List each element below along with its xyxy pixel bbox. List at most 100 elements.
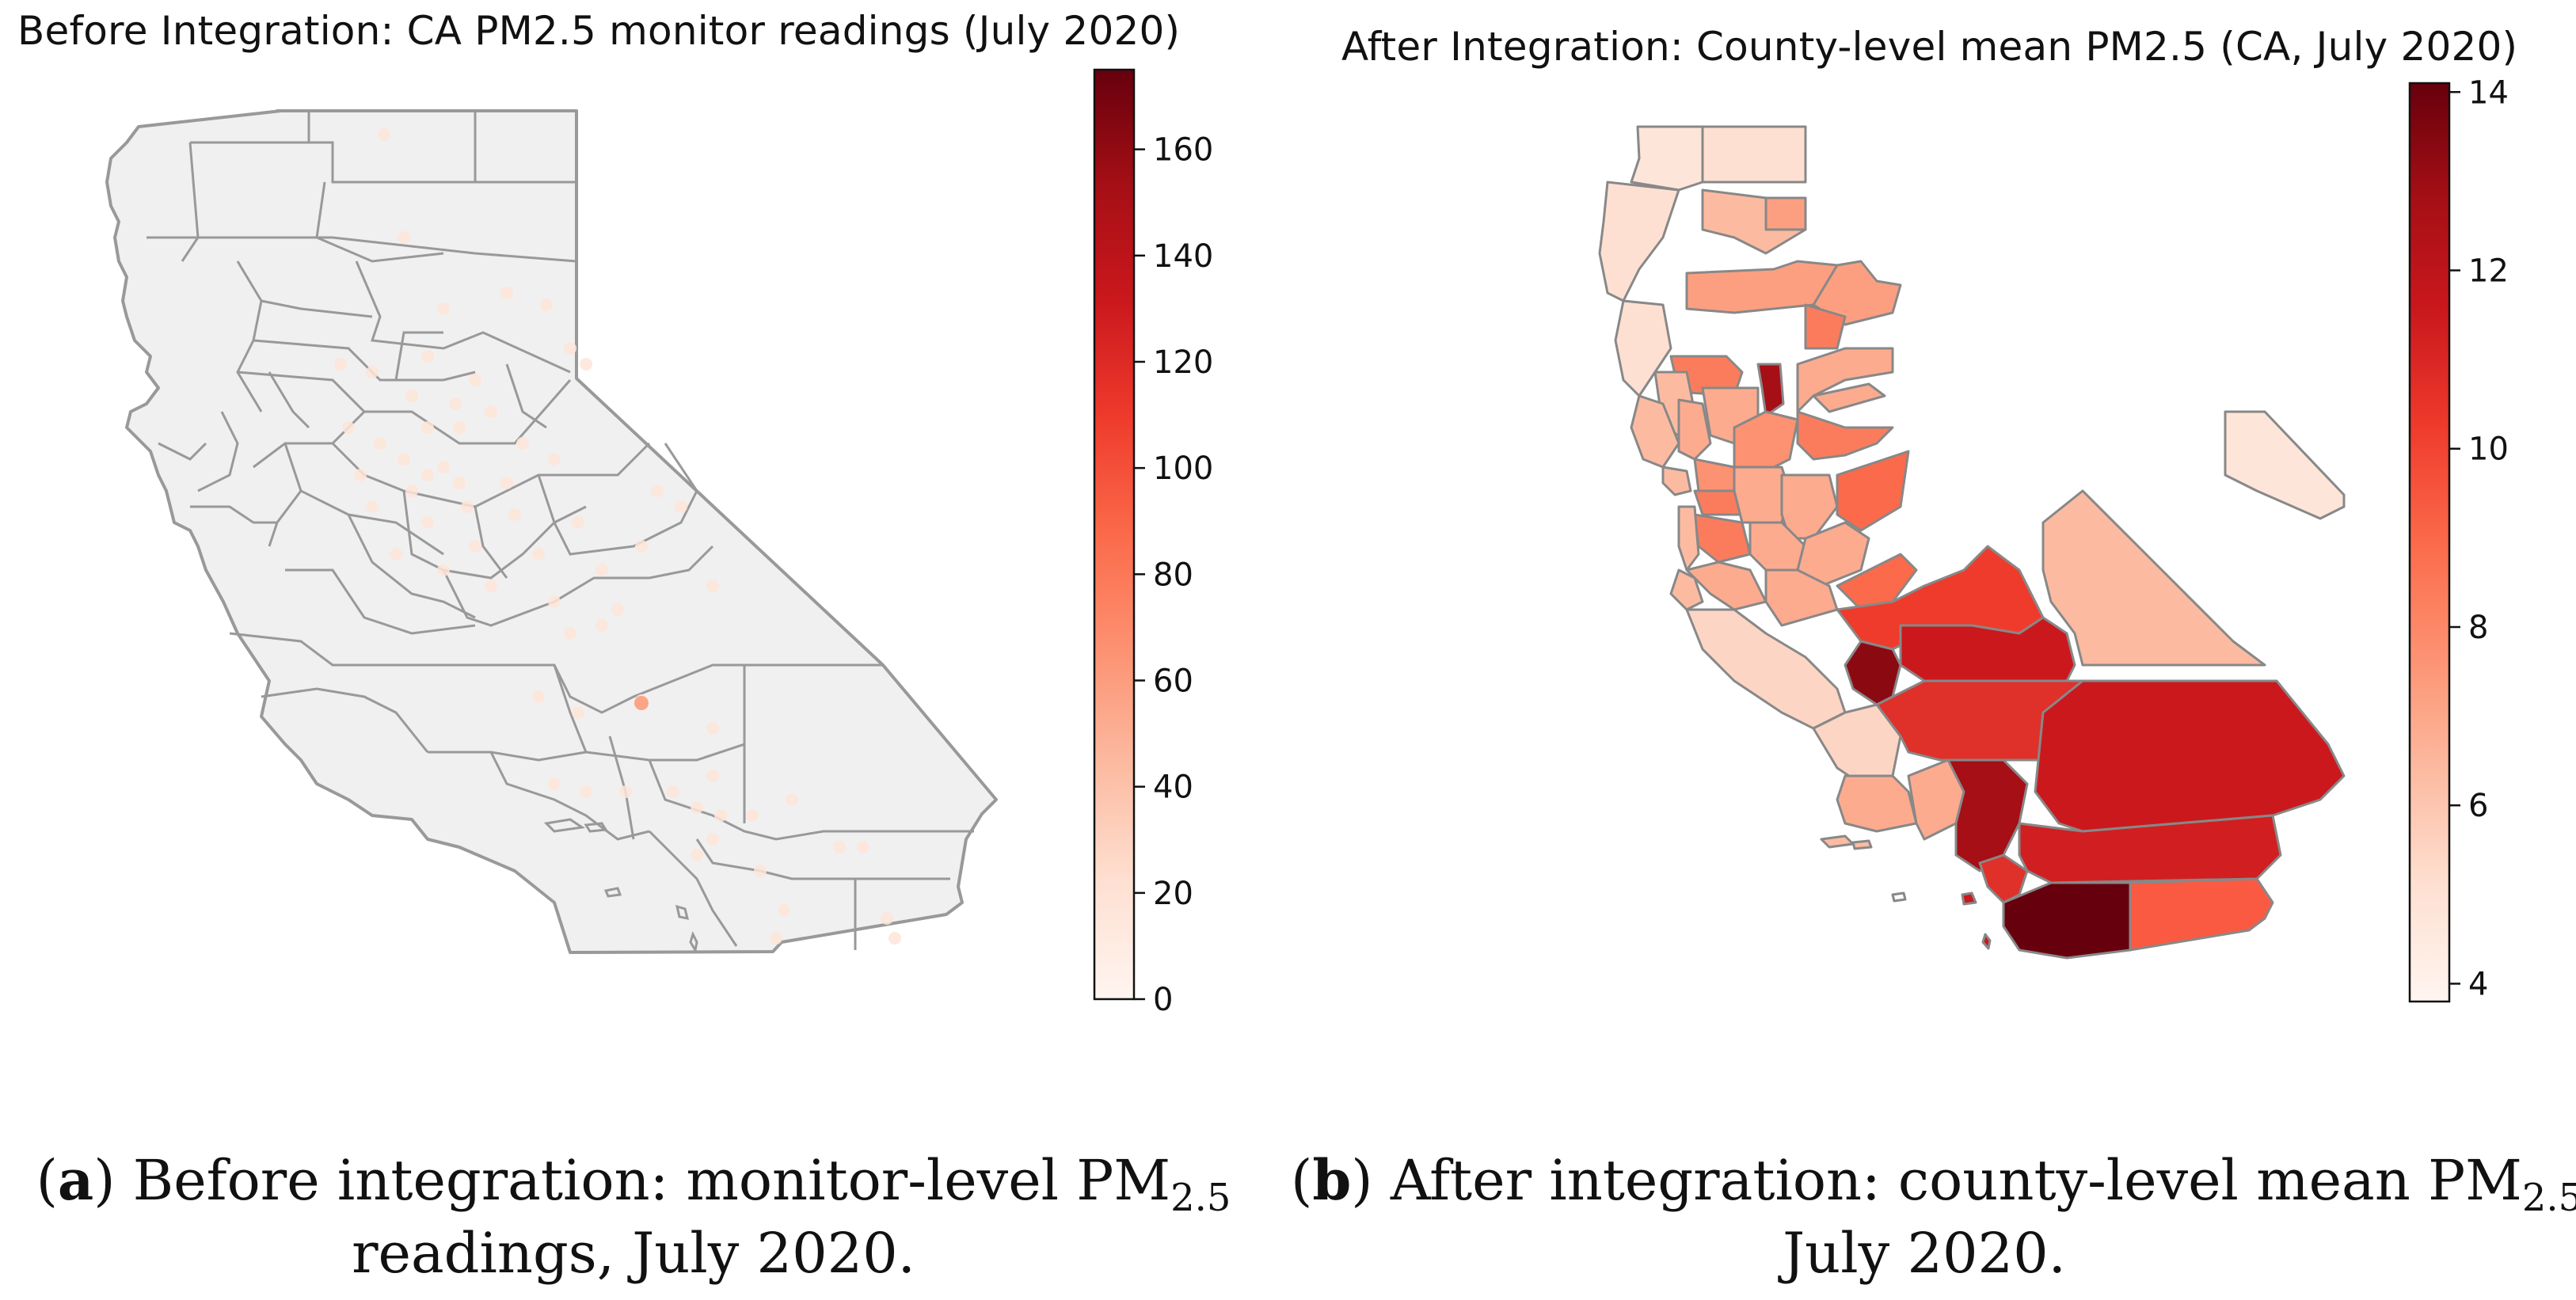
colorbar-tick-label: 8 [2468, 610, 2488, 646]
monitor-point [421, 516, 434, 529]
county-butte [1804, 303, 1847, 350]
caption-a: (a) Before integration: monitor-level PM… [36, 1147, 1231, 1286]
monitor-point [691, 849, 703, 861]
monitor-point [833, 841, 846, 853]
monitor-point [754, 865, 767, 877]
county-sierra [1812, 382, 1886, 413]
colorbar-tick-label: 12 [2468, 253, 2509, 290]
monitor-point [469, 374, 481, 386]
monitor-point [595, 619, 608, 632]
county-tulare [1899, 616, 2076, 682]
colorbar-tick-label: 80 [1153, 557, 1193, 593]
county-choropleth: 4 6 8 10 12 14 [1598, 74, 2509, 1003]
county-polygons [1598, 125, 2346, 960]
county-mendocino [1614, 299, 1672, 397]
monitor-point [706, 833, 719, 846]
monitor-point [453, 477, 466, 489]
island-sb2 [1851, 839, 1873, 850]
monitor-point [437, 461, 450, 473]
colorbar-tick-label: 40 [1153, 770, 1193, 806]
county-santa-barbara [1836, 774, 1918, 833]
monitor-points [334, 128, 901, 945]
monitor-point [675, 500, 687, 513]
monitor-point [421, 469, 434, 481]
county-san-mateo [1677, 505, 1700, 572]
monitor-point [548, 453, 561, 466]
monitor-point [366, 366, 379, 378]
county-yuba [1756, 363, 1785, 417]
county-el-dorado [1796, 410, 1894, 461]
monitor-point [778, 904, 790, 917]
monitor-point [421, 421, 434, 434]
county-orange [1978, 853, 2029, 904]
island-slo [1891, 891, 1907, 903]
colorbar-tick-label: 20 [1153, 876, 1193, 912]
county-monterey-san-benito [1685, 608, 1847, 730]
monitor-point [485, 580, 497, 592]
monitor-point [398, 453, 410, 466]
monitor-point [611, 603, 624, 616]
monitor-point [572, 516, 584, 529]
monitor-point [714, 809, 727, 822]
colorbar-tick-label: 120 [1153, 344, 1213, 381]
monitor-point-high [634, 696, 649, 710]
monitor-point [888, 932, 901, 945]
colorbar-tick-label: 4 [2468, 966, 2488, 1002]
monitor-point [374, 437, 386, 450]
monitor-point [354, 469, 367, 481]
colorbar-tick-label: 140 [1153, 238, 1213, 275]
monitor-point [786, 793, 798, 806]
monitor-point [881, 912, 893, 925]
colorbar-ticks-b: 4 6 8 10 12 14 [2449, 74, 2509, 1002]
monitor-point [390, 548, 402, 561]
monitor-point [564, 627, 576, 640]
county-alameda [1693, 513, 1752, 564]
monitor-point [366, 500, 379, 513]
monitor-point [516, 437, 529, 450]
monitor-point [485, 405, 497, 418]
colorbar-tick-label: 60 [1153, 663, 1193, 699]
county-san-luis-obispo [1812, 703, 1902, 785]
monitor-point [706, 580, 719, 592]
monitor-point [378, 128, 390, 141]
monitor-point [564, 342, 576, 355]
monitor-point [334, 358, 347, 371]
monitor-point [398, 231, 410, 244]
caption-b: (b) After integration: county-level mean… [1291, 1147, 2576, 1286]
monitor-point [635, 540, 648, 553]
colorbar-tick-label: 14 [2468, 74, 2509, 111]
colorbar-a [1093, 68, 1136, 1001]
monitor-point [461, 500, 474, 513]
california-outline [105, 109, 998, 954]
monitor-point [500, 287, 513, 299]
county-riverside [2018, 814, 2282, 884]
county-marin [1661, 466, 1692, 496]
monitor-point [469, 540, 481, 553]
county-shasta-lassen [1764, 196, 1807, 231]
monitor-point [572, 706, 584, 719]
monitor-point [405, 485, 418, 497]
monitor-point [421, 350, 434, 363]
map-title-before: Before Integration: CA PM2.5 monitor rea… [17, 8, 1181, 54]
monitor-point [532, 690, 545, 703]
island-catalina [1961, 891, 1977, 906]
panel-after-integration: After Integration: County-level mean PM2… [1291, 0, 2576, 1300]
monitor-point [746, 809, 759, 822]
monitor-point [548, 595, 561, 608]
colorbar-b [2408, 82, 2451, 1003]
monitor-map: 0 20 40 60 80 100 120 140 160 [105, 68, 1213, 1018]
monitor-point [540, 298, 553, 311]
monitor-point [405, 390, 418, 402]
map-title-after: After Integration: County-level mean PM2… [1341, 24, 2518, 70]
monitor-point [595, 564, 608, 576]
monitor-point [706, 770, 719, 782]
panel-before-integration: Before Integration: CA PM2.5 monitor rea… [17, 8, 1231, 1286]
monitor-point [437, 564, 450, 576]
county-solano [1693, 458, 1736, 492]
monitor-point [706, 722, 719, 735]
county-kings [1844, 640, 1902, 706]
county-los-angeles [1946, 758, 2029, 872]
monitor-point [342, 421, 355, 434]
island-sb [1820, 834, 1855, 849]
county-imperial [2129, 877, 2274, 952]
